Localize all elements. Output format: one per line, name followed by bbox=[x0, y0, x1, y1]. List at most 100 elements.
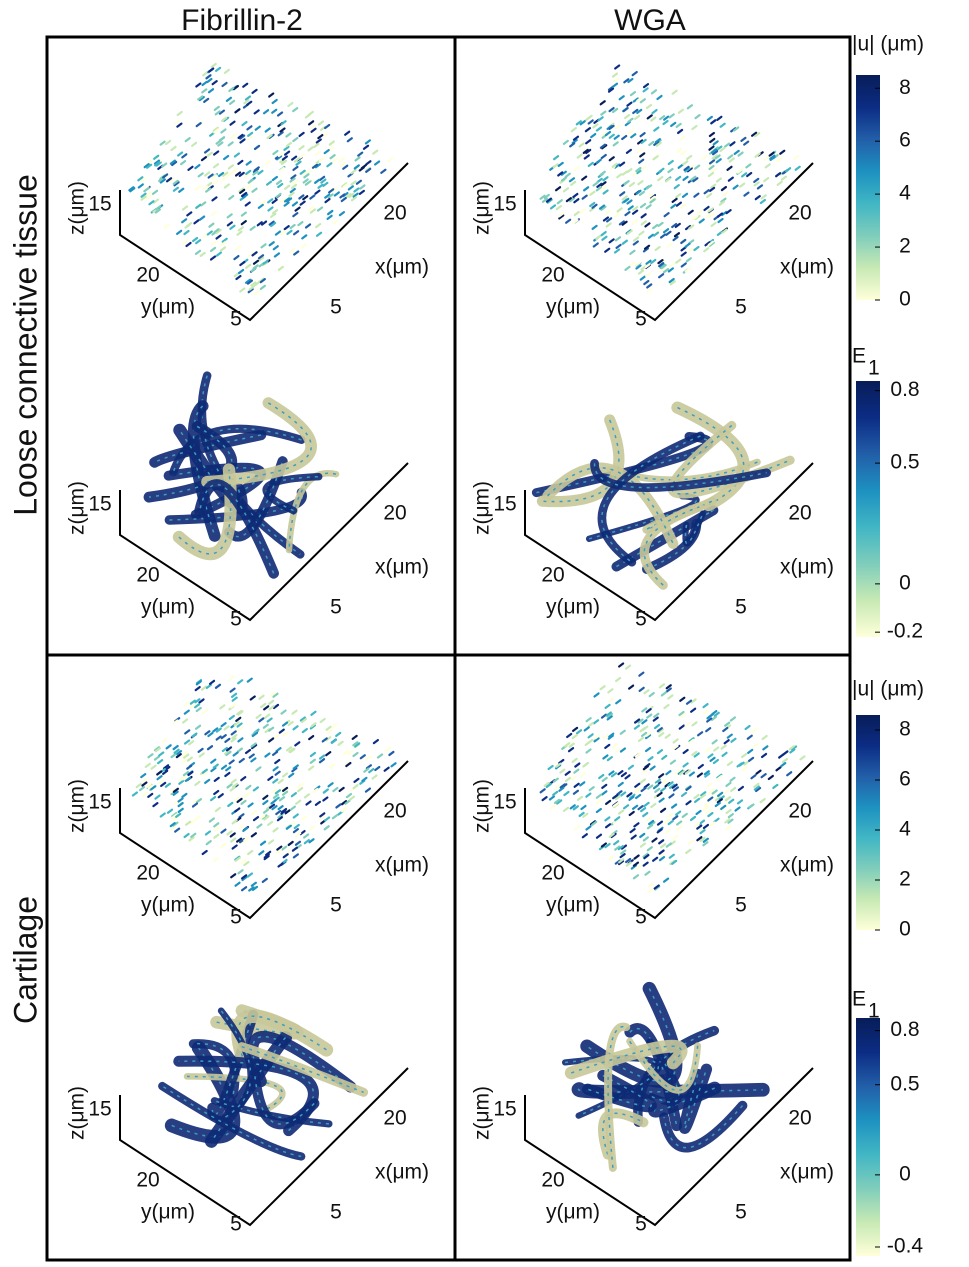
vector-arrow bbox=[212, 763, 219, 769]
vector-arrow bbox=[667, 781, 674, 787]
colorbar-tick-label: 0.5 bbox=[890, 1072, 919, 1095]
vector-arrow bbox=[140, 773, 147, 779]
vector-arrow bbox=[217, 171, 225, 178]
vector-arrow bbox=[697, 763, 704, 770]
vector-arrow bbox=[184, 820, 192, 826]
vector-arrow bbox=[226, 221, 233, 227]
vector-arrow bbox=[613, 248, 621, 254]
vector-arrow bbox=[341, 807, 348, 813]
vector-arrow bbox=[642, 247, 650, 253]
vector-arrow bbox=[262, 808, 270, 814]
vector-arrow bbox=[242, 82, 249, 88]
vector-arrow bbox=[647, 819, 655, 826]
vector-arrow bbox=[776, 180, 783, 186]
tick-label: 15 bbox=[493, 193, 516, 216]
vector-arrow bbox=[213, 150, 220, 156]
vector-arrow bbox=[650, 258, 657, 265]
vector-arrow bbox=[230, 737, 237, 743]
vector-arrow bbox=[246, 279, 254, 285]
vector-arrow bbox=[185, 241, 192, 248]
vector-arrow bbox=[143, 163, 150, 169]
vector-arrow bbox=[251, 885, 259, 891]
vector-arrow bbox=[281, 155, 288, 161]
vector-arrow bbox=[743, 760, 750, 766]
vector-arrow bbox=[181, 205, 189, 211]
vector-arrow bbox=[674, 222, 681, 229]
vector-arrow bbox=[720, 744, 727, 750]
vector-arrow bbox=[721, 210, 728, 217]
vector-arrow bbox=[616, 173, 623, 179]
vector-arrow bbox=[238, 824, 245, 830]
tick-label: 15 bbox=[493, 791, 516, 814]
vector-arrow bbox=[658, 773, 665, 779]
vector-arrow bbox=[219, 704, 226, 710]
vector-arrow bbox=[286, 229, 293, 235]
vector-arrow bbox=[339, 193, 346, 199]
vector-arrow bbox=[628, 181, 636, 188]
vector-arrow bbox=[660, 786, 667, 793]
vector-arrow bbox=[220, 828, 227, 834]
vector-arrow bbox=[626, 229, 633, 235]
vector-arrow bbox=[292, 828, 300, 834]
vector-arrow bbox=[250, 757, 257, 763]
vector-arrow bbox=[682, 160, 689, 166]
vector-arrow bbox=[559, 783, 566, 789]
vector-arrow bbox=[670, 121, 677, 128]
vector-arrow bbox=[190, 832, 197, 838]
vector-arrow bbox=[309, 208, 317, 214]
vector-arrow bbox=[691, 215, 699, 221]
tick-label: 5 bbox=[635, 1213, 647, 1236]
vector-arrow bbox=[173, 815, 180, 821]
vector-arrow bbox=[269, 691, 276, 697]
vector-arrow bbox=[769, 155, 776, 161]
vector-arrow bbox=[259, 278, 266, 284]
vector-arrow bbox=[727, 154, 734, 160]
vector-arrow bbox=[722, 726, 729, 733]
vector-arrow bbox=[315, 222, 322, 229]
vector-arrow bbox=[277, 131, 284, 137]
vector-arrow bbox=[236, 230, 243, 236]
vector-arrow bbox=[705, 212, 712, 218]
vector-arrow bbox=[335, 731, 342, 738]
vector-arrow bbox=[760, 773, 767, 779]
vector-arrow bbox=[653, 140, 660, 146]
vector-arrow bbox=[582, 761, 590, 768]
vector-arrow bbox=[636, 96, 643, 102]
vector-arrow bbox=[652, 784, 660, 790]
vector-arrow bbox=[279, 230, 286, 236]
vector-arrow bbox=[678, 724, 685, 730]
vector-arrow bbox=[314, 163, 321, 169]
vector-arrow bbox=[652, 223, 659, 230]
vector-arrow bbox=[181, 718, 189, 724]
vector-arrow bbox=[674, 769, 681, 775]
vector-arrow bbox=[638, 686, 645, 692]
vector-arrow bbox=[303, 833, 310, 839]
vector-arrow bbox=[183, 753, 190, 759]
fiber-surface bbox=[659, 1100, 748, 1153]
fiber-highlight bbox=[683, 1068, 708, 1129]
vector-arrow bbox=[309, 825, 316, 831]
vector-arrow bbox=[619, 729, 626, 735]
vector-arrow bbox=[640, 165, 647, 171]
fiber-surface bbox=[682, 510, 706, 547]
vector-arrow bbox=[262, 723, 269, 729]
vector-arrow bbox=[579, 208, 586, 214]
vector-arrow bbox=[660, 264, 667, 270]
fiber-highlight bbox=[265, 475, 319, 512]
vector-arrow bbox=[163, 223, 170, 229]
vector-arrow bbox=[615, 676, 622, 683]
fiber-surface bbox=[249, 1068, 320, 1130]
vector-arrow bbox=[249, 225, 256, 231]
vector-arrow bbox=[693, 797, 701, 803]
vector-arrow bbox=[708, 241, 715, 247]
vector-arrow bbox=[291, 846, 299, 852]
vector-arrow bbox=[359, 184, 366, 190]
vector-arrow bbox=[359, 754, 366, 760]
vector-arrow bbox=[646, 283, 653, 289]
vector-arrow bbox=[702, 823, 710, 830]
vector-arrow bbox=[737, 151, 744, 157]
vector-arrow bbox=[210, 174, 218, 180]
vector-arrow bbox=[653, 884, 660, 890]
vector-arrow bbox=[639, 275, 646, 281]
vector-arrow bbox=[704, 241, 711, 247]
